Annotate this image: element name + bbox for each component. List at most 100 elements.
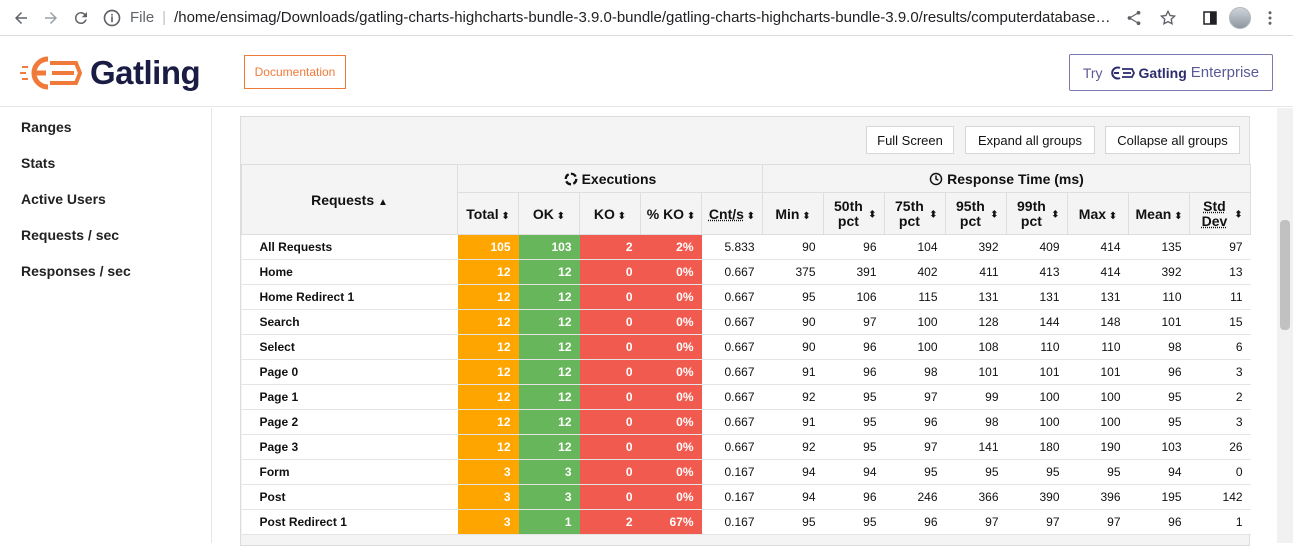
request-name-cell: Home Redirect 1 <box>241 284 458 310</box>
stat-cell: 135 <box>1128 234 1190 260</box>
stat-cell: 3 <box>457 459 519 485</box>
stat-cell: 13 <box>1189 259 1251 285</box>
stat-cell: 2 <box>1189 384 1251 410</box>
stat-cell: 101 <box>1006 359 1068 385</box>
column-header-std-dev[interactable]: Std Dev ⬍ <box>1188 192 1252 235</box>
sidebar: Ranges Stats Active Users Requests / sec… <box>0 108 212 543</box>
stat-cell: 0% <box>640 384 702 410</box>
column-header-label: 50th pct <box>834 197 863 229</box>
column-header-mean[interactable]: Mean ⬍ <box>1128 192 1190 235</box>
stat-cell: 0.667 <box>701 359 763 385</box>
stat-cell: 98 <box>945 409 1007 435</box>
stat-cell: 3 <box>457 509 519 535</box>
try-enterprise-button[interactable]: Try Gatling Enterprise <box>1069 54 1273 91</box>
stat-cell: 409 <box>1006 234 1068 260</box>
stat-cell: 90 <box>762 334 824 360</box>
table-row: Post Redirect 1 3 1 2 67% 0.167 95 95 96 97 97 97 96… <box>241 509 1251 535</box>
column-header-50th-pct[interactable]: 50th pct ⬍ <box>823 192 885 235</box>
sidebar-item-ranges[interactable]: Ranges <box>21 119 72 135</box>
table-row: Page 3 12 12 0 0% 0.667 92 95 97 141 180 190 103 26 <box>241 434 1251 460</box>
url-text[interactable]: /home/ensimag/Downloads/gatling-charts-h… <box>174 9 1115 26</box>
stat-cell: 0 <box>579 459 641 485</box>
menu-button[interactable] <box>1255 3 1285 33</box>
stat-cell: 110 <box>1128 284 1190 310</box>
address-bar[interactable]: File | /home/ensimag/Downloads/gatling-c… <box>96 0 1119 36</box>
page-scrollbar[interactable] <box>1277 108 1293 543</box>
requests-column-header[interactable]: Requests ▲ <box>241 164 458 235</box>
stat-cell: 98 <box>1128 334 1190 360</box>
stats-panel: Full Screen Expand all groups Collapse a… <box>240 116 1252 546</box>
stat-cell: 12 <box>518 434 580 460</box>
sidebar-item-stats[interactable]: Stats <box>21 155 56 171</box>
side-panel-button[interactable] <box>1195 3 1225 33</box>
stat-cell: 12 <box>457 284 519 310</box>
stat-cell: 131 <box>1067 284 1129 310</box>
full-screen-button[interactable]: Full Screen <box>866 126 954 154</box>
collapse-all-groups-button[interactable]: Collapse all groups <box>1105 126 1240 154</box>
reload-button[interactable] <box>66 3 96 33</box>
gatling-logo[interactable]: Gatling <box>20 54 201 92</box>
stat-cell: 97 <box>1189 234 1251 260</box>
column-header-95th-pct[interactable]: 95th pct ⬍ <box>945 192 1007 235</box>
stat-cell: 95 <box>762 284 824 310</box>
stat-cell: 190 <box>1067 434 1129 460</box>
share-button[interactable] <box>1119 3 1149 33</box>
documentation-button[interactable]: Documentation <box>244 55 346 89</box>
stat-cell: 90 <box>762 309 824 335</box>
stat-cell: 366 <box>945 484 1007 510</box>
sort-icon: ⬍ <box>799 210 811 222</box>
sidebar-item-responses-per-sec[interactable]: Responses / sec <box>21 263 131 279</box>
stat-cell: 95 <box>823 509 885 535</box>
gatling-logo-icon <box>20 56 82 90</box>
column-header-max[interactable]: Max ⬍ <box>1067 192 1129 235</box>
column-header-total[interactable]: Total ⬍ <box>457 192 519 235</box>
request-name-cell: Page 0 <box>241 359 458 385</box>
column-header-label: Mean <box>1135 205 1172 222</box>
stat-cell: 95 <box>884 459 946 485</box>
stat-cell: 375 <box>762 259 824 285</box>
stat-cell: 100 <box>1067 384 1129 410</box>
stat-cell: 92 <box>762 384 824 410</box>
column-header-ko[interactable]: KO ⬍ <box>579 192 641 235</box>
column-header-label: Total <box>466 205 499 222</box>
try-label: Try <box>1082 64 1103 81</box>
request-name-cell: All Requests <box>241 234 458 260</box>
column-header-label: 99th pct <box>1017 197 1046 229</box>
sort-icon: ⬍ <box>614 210 627 222</box>
column-header-99th-pct[interactable]: 99th pct ⬍ <box>1006 192 1068 235</box>
column-header-75th-pct[interactable]: 75th pct ⬍ <box>884 192 946 235</box>
expand-all-groups-button[interactable]: Expand all groups <box>965 126 1095 154</box>
scrollbar-thumb[interactable] <box>1280 220 1290 330</box>
stat-cell: 6 <box>1189 334 1251 360</box>
stat-cell: 3 <box>1189 359 1251 385</box>
profile-avatar[interactable] <box>1229 6 1251 29</box>
clock-icon <box>929 172 943 185</box>
stat-cell: 0.667 <box>701 309 763 335</box>
back-button[interactable] <box>6 3 36 33</box>
info-icon[interactable] <box>102 8 122 28</box>
forward-button[interactable] <box>36 3 66 33</box>
sort-icon: ⬍ <box>865 209 877 221</box>
column-header--ko[interactable]: % KO ⬍ <box>640 192 702 235</box>
stat-cell: 391 <box>823 259 885 285</box>
column-header-min[interactable]: Min ⬍ <box>762 192 824 235</box>
stat-cell: 91 <box>762 359 824 385</box>
stat-cell: 12 <box>518 409 580 435</box>
sidebar-item-active-users[interactable]: Active Users <box>21 191 106 207</box>
sidebar-item-requests-per-sec[interactable]: Requests / sec <box>21 227 120 243</box>
table-row: Page 1 12 12 0 0% 0.667 92 95 97 99 100 100 95 2 <box>241 384 1251 410</box>
stat-cell: 0.667 <box>701 409 763 435</box>
stat-cell: 96 <box>823 334 885 360</box>
bookmark-button[interactable] <box>1153 3 1183 33</box>
stat-cell: 131 <box>1006 284 1068 310</box>
stat-cell: 95 <box>1067 459 1129 485</box>
stat-cell: 0 <box>579 259 641 285</box>
stat-cell: 97 <box>945 509 1007 535</box>
request-name-cell: Page 3 <box>241 434 458 460</box>
column-header-ok[interactable]: OK ⬍ <box>518 192 580 235</box>
column-header-cnt-s[interactable]: Cnt/s ⬍ <box>701 192 763 235</box>
stat-cell: 3 <box>518 459 580 485</box>
sort-icon: ⬍ <box>1231 209 1243 221</box>
column-header-label: 95th pct <box>956 197 985 229</box>
stat-cell: 94 <box>762 459 824 485</box>
